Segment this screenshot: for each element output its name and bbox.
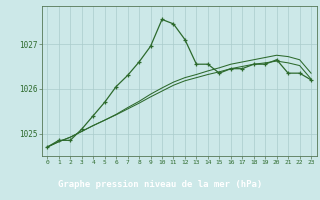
Text: Graphe pression niveau de la mer (hPa): Graphe pression niveau de la mer (hPa) (58, 180, 262, 189)
